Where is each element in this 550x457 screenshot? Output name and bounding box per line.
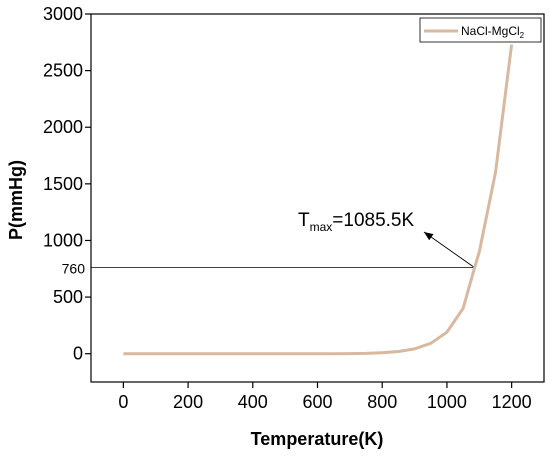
y-axis-ticks: 0 500 1000 1500 2000 2500 3000 (43, 4, 91, 364)
x-tick-label: 600 (302, 392, 332, 412)
tmax-arrow-line (423, 231, 475, 269)
x-tick-label: 1000 (427, 392, 467, 412)
y-tick-label: 0 (73, 344, 83, 364)
x-tick-label: 200 (173, 392, 203, 412)
y-tick-label: 3000 (43, 4, 83, 24)
svg-text:Tmax=1085.5K: Tmax=1085.5K (298, 210, 414, 234)
x-tick-label: 400 (238, 392, 268, 412)
reference-label-760: 760 (62, 261, 86, 277)
tmax-arrow-head (424, 232, 434, 241)
x-tick-label: 1200 (492, 392, 532, 412)
tmax-annotation: Tmax=1085.5K (298, 210, 414, 234)
tmax-subscript: max (310, 220, 333, 234)
legend: NaCl-MgCl2 (419, 17, 542, 43)
x-tick-label: 800 (367, 392, 397, 412)
y-tick-label: 500 (53, 287, 83, 307)
x-axis-title: Temperature(K) (251, 429, 384, 449)
y-axis-title: P(mmHg) (6, 160, 26, 240)
y-tick-label: 1000 (43, 230, 83, 250)
y-tick-label: 2500 (43, 61, 83, 81)
x-axis-ticks: 0 200 400 600 800 1000 1200 (118, 382, 532, 412)
y-tick-label: 2000 (43, 117, 83, 137)
tmax-value: =1085.5K (332, 210, 414, 231)
y-tick-label: 1500 (43, 174, 83, 194)
series-line-nacl-mgcl2 (123, 44, 514, 356)
tmax-symbol: T (298, 210, 310, 231)
x-tick-label: 0 (118, 392, 128, 412)
reference-lines: 760 (62, 231, 475, 277)
legend-label: NaCl-MgCl2 (461, 24, 525, 40)
plot-area (90, 13, 545, 383)
